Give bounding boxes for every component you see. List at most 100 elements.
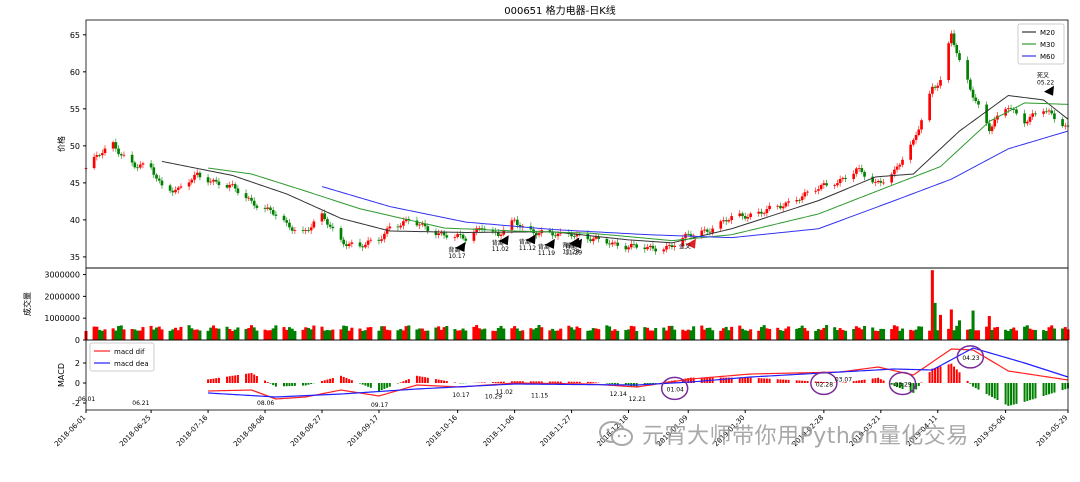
macd-hist-bar bbox=[741, 377, 744, 383]
candle-body bbox=[1050, 110, 1054, 114]
macd-hist-bar bbox=[727, 377, 730, 383]
macd-ylabel: MACD bbox=[57, 363, 66, 387]
volume-bar bbox=[95, 326, 99, 340]
macd-hist-bar bbox=[228, 376, 231, 383]
candle-body bbox=[307, 230, 310, 231]
volume-bar bbox=[160, 329, 164, 340]
candle-body bbox=[421, 223, 424, 225]
candle-body bbox=[290, 227, 294, 231]
candle-body bbox=[171, 190, 175, 193]
volume-bar bbox=[833, 327, 837, 340]
macd-hist-bar bbox=[264, 380, 267, 383]
candle-body bbox=[936, 85, 940, 88]
volume-bar bbox=[1047, 327, 1051, 340]
candle-body bbox=[627, 247, 630, 250]
candle-body bbox=[738, 213, 742, 217]
candle-body bbox=[586, 233, 590, 240]
macd-hist-bar bbox=[418, 376, 421, 383]
macd-hist-bar bbox=[437, 379, 440, 383]
volume-bar bbox=[841, 329, 845, 340]
macd-hist-bar bbox=[293, 383, 296, 386]
volume-bar bbox=[629, 325, 633, 340]
macd-hist-bar bbox=[272, 383, 275, 386]
macd-hist-bar bbox=[820, 381, 823, 383]
macd-hist-bar bbox=[519, 381, 522, 383]
volume-bar bbox=[673, 329, 677, 340]
volume-bar bbox=[122, 329, 126, 340]
volume-bar bbox=[974, 330, 978, 340]
candle-body bbox=[168, 185, 172, 191]
volume-bar bbox=[255, 330, 259, 340]
macd-hist-bar bbox=[321, 381, 324, 383]
macd-hist-bar bbox=[234, 375, 237, 383]
macd-date-label: 08.06 bbox=[257, 400, 274, 407]
macd-hist-bar bbox=[424, 377, 427, 383]
volume-bar bbox=[776, 327, 780, 340]
candle-body bbox=[399, 225, 403, 228]
volume-bar bbox=[882, 328, 886, 340]
candle-body bbox=[233, 184, 237, 189]
candle-body bbox=[917, 129, 921, 135]
macd-hist-bar bbox=[915, 383, 918, 390]
candle-body bbox=[553, 235, 557, 237]
macd-hist-bar bbox=[402, 381, 405, 383]
candle-body bbox=[423, 223, 427, 227]
candle-body bbox=[719, 221, 723, 229]
candle-body bbox=[624, 245, 628, 250]
candle-body bbox=[320, 213, 324, 222]
candle-body bbox=[1006, 108, 1010, 110]
candle-body bbox=[95, 155, 99, 157]
macd-hist-bar bbox=[966, 380, 969, 383]
candle-body bbox=[1044, 111, 1048, 113]
macd-date-label: 10.17 bbox=[452, 392, 469, 399]
volume-bar bbox=[952, 330, 956, 340]
candle-body bbox=[456, 234, 459, 238]
candle-body bbox=[798, 200, 801, 201]
macd-hist-bar bbox=[991, 383, 994, 398]
volume-bar bbox=[1061, 328, 1065, 340]
macd-hist-bar bbox=[269, 383, 272, 384]
candle-body bbox=[662, 249, 666, 252]
volume-bar bbox=[407, 325, 411, 340]
candle-body bbox=[440, 232, 443, 234]
macd-hist-bar bbox=[345, 377, 348, 383]
annotation-label: 死叉 bbox=[1037, 73, 1049, 80]
candle-body bbox=[572, 236, 576, 238]
volume-bar bbox=[781, 330, 785, 340]
volume-bar bbox=[252, 327, 256, 340]
candle-body bbox=[179, 186, 183, 188]
candle-body bbox=[1028, 116, 1032, 122]
macd-hist-bar bbox=[369, 383, 372, 388]
volume-bar bbox=[521, 330, 525, 340]
x-tick-label: 2018-10-16 bbox=[425, 413, 460, 448]
volume-bar bbox=[418, 328, 422, 340]
candle-body bbox=[613, 242, 617, 244]
macd-hist-bar bbox=[405, 380, 408, 383]
candle-body bbox=[879, 180, 883, 183]
annotation-arrow bbox=[1044, 85, 1055, 96]
macd-hist-bar bbox=[1007, 383, 1010, 406]
macd-hist-bar bbox=[329, 378, 332, 383]
volume-bar bbox=[190, 328, 194, 340]
volume-bar bbox=[721, 328, 726, 340]
candle-body bbox=[806, 191, 809, 193]
candle-body bbox=[323, 213, 327, 220]
volume-bar bbox=[540, 327, 544, 340]
ma-line-m20 bbox=[161, 94, 1069, 244]
candle-body bbox=[1015, 109, 1018, 114]
volume-bar bbox=[616, 330, 620, 340]
volume-bar bbox=[458, 330, 462, 340]
macd-date-label: 03.07 bbox=[835, 377, 852, 384]
candle-body bbox=[852, 173, 856, 179]
volume-bar bbox=[236, 327, 240, 340]
macd-date-label: 09.17 bbox=[371, 402, 388, 409]
candle-body bbox=[931, 86, 934, 94]
candle-body bbox=[551, 231, 554, 236]
volume-bar bbox=[822, 327, 826, 340]
macd-date-label: 12.14 bbox=[610, 391, 627, 398]
candle-body bbox=[418, 224, 421, 226]
volume-bar bbox=[168, 330, 172, 340]
price-panel: 35404550556065价格M20M30M60背离10.17背离11.02背… bbox=[56, 23, 1070, 262]
candle-body bbox=[396, 226, 400, 228]
candle-body bbox=[741, 213, 744, 217]
